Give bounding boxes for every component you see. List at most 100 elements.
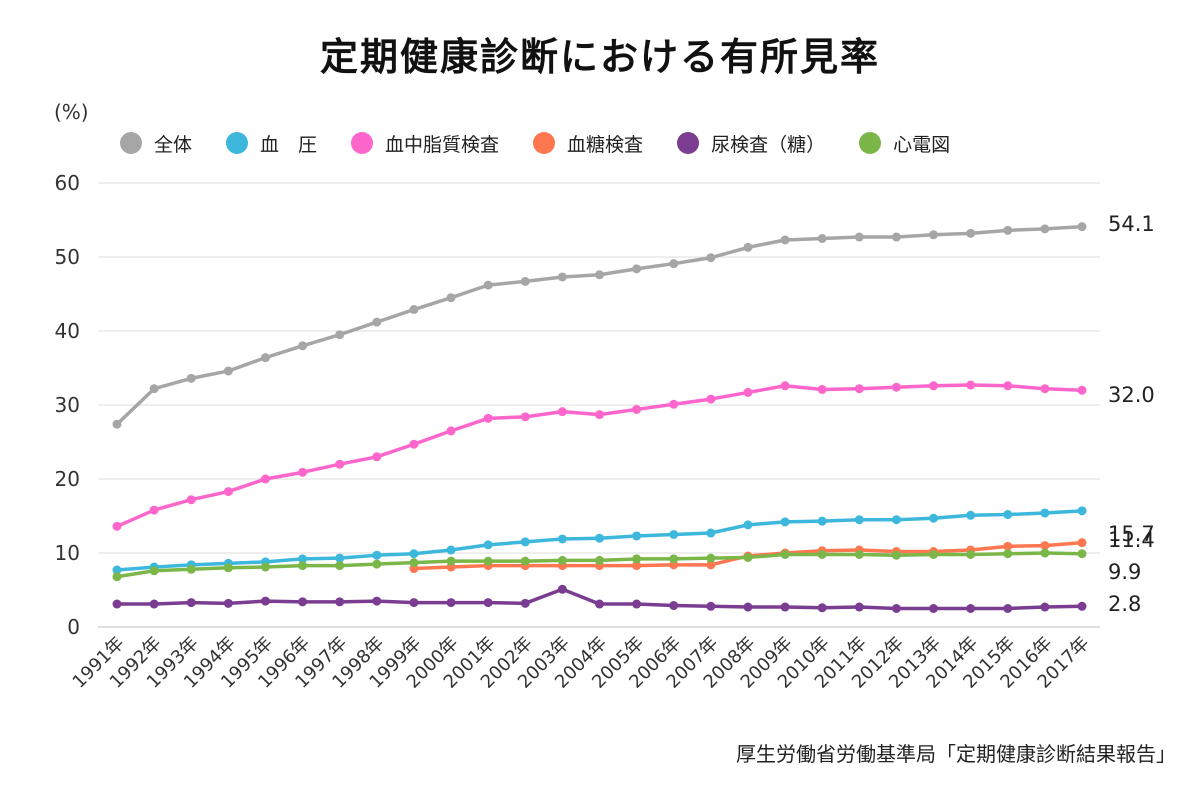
data-point-5 [1003, 549, 1013, 559]
data-point-5 [966, 549, 976, 559]
data-point-4 [409, 598, 419, 608]
data-point-2 [854, 384, 864, 394]
data-point-5 [854, 549, 864, 559]
data-point-1 [446, 545, 456, 555]
data-point-0 [409, 305, 419, 315]
data-point-0 [929, 230, 939, 240]
data-point-2 [669, 399, 679, 409]
data-point-5 [929, 549, 939, 559]
legend-item-total: 全体 [120, 130, 192, 157]
data-point-2 [186, 495, 196, 505]
legend-item-blood-lipids: 血中脂質検査 [351, 130, 499, 157]
data-point-4 [372, 596, 382, 606]
data-point-0 [966, 228, 976, 238]
data-point-1 [557, 534, 567, 544]
y-tick-label: 10 [55, 541, 80, 565]
data-point-2 [966, 380, 976, 390]
legend-label-total: 全体 [154, 133, 193, 156]
data-point-4 [632, 599, 642, 609]
legend-marker-blood-lipids [351, 132, 374, 154]
data-point-1 [372, 550, 382, 560]
series-line-2 [116, 383, 1083, 528]
data-point-1 [1077, 506, 1087, 516]
data-point-2 [335, 459, 345, 469]
data-point-3 [1003, 541, 1013, 551]
legend-label-urine-sugar: 尿検査（糖） [711, 133, 826, 156]
data-point-5 [223, 563, 233, 573]
data-point-1 [112, 565, 122, 575]
data-point-1 [409, 549, 419, 559]
data-point-2 [223, 487, 233, 497]
legend-label-blood-sugar: 血糖検査 [567, 133, 644, 156]
y-tick-label: 60 [55, 171, 80, 195]
data-point-1 [1040, 508, 1050, 518]
data-point-2 [1003, 381, 1013, 391]
data-point-1 [706, 528, 716, 538]
source-note: 厚生労働省労働基準局「定期健康診断結果報告」 [736, 742, 1176, 766]
data-point-4 [186, 598, 196, 608]
data-point-1 [854, 515, 864, 525]
data-point-0 [780, 235, 790, 245]
data-point-0 [1077, 222, 1087, 232]
data-point-5 [669, 554, 679, 564]
data-point-2 [149, 505, 159, 515]
data-point-0 [1040, 224, 1050, 234]
data-point-4 [817, 603, 827, 613]
data-point-0 [632, 264, 642, 274]
data-point-1 [483, 540, 493, 550]
data-point-2 [929, 381, 939, 391]
data-point-2 [372, 452, 382, 462]
data-point-2 [557, 407, 567, 417]
data-point-5 [186, 564, 196, 574]
data-point-5 [743, 552, 753, 562]
y-tick-label: 40 [55, 319, 80, 343]
data-point-0 [669, 259, 679, 269]
legend-marker-ecg [859, 132, 882, 154]
data-point-0 [149, 384, 159, 394]
data-point-1 [632, 531, 642, 541]
data-point-4 [929, 604, 939, 613]
y-tick-label: 0 [67, 615, 80, 639]
data-point-1 [669, 530, 679, 539]
data-point-2 [260, 474, 270, 484]
data-point-0 [483, 280, 493, 290]
end-value-label: 9.9 [1108, 560, 1141, 584]
data-point-4 [520, 598, 530, 608]
data-point-4 [557, 584, 567, 594]
data-point-3 [632, 561, 642, 571]
data-point-0 [891, 232, 901, 242]
data-point-5 [1040, 548, 1050, 558]
data-point-2 [298, 467, 308, 477]
data-point-5 [520, 556, 530, 566]
data-point-1 [1003, 510, 1013, 520]
data-point-4 [446, 598, 456, 608]
data-point-3 [1040, 541, 1050, 551]
data-point-1 [929, 513, 939, 523]
data-point-2 [706, 394, 716, 404]
data-point-2 [446, 426, 456, 436]
data-point-2 [1040, 384, 1050, 394]
data-point-0 [260, 353, 270, 363]
legend-label-blood-pressure: 血 圧 [260, 133, 318, 156]
data-point-1 [891, 515, 901, 525]
data-point-4 [298, 597, 308, 607]
data-point-2 [409, 439, 419, 449]
end-value-label: 2.8 [1108, 592, 1141, 616]
data-point-0 [446, 293, 456, 303]
end-value-label: 15.7 [1108, 522, 1155, 546]
data-point-2 [520, 412, 530, 422]
data-point-1 [780, 517, 790, 527]
data-point-3 [1077, 538, 1087, 548]
end-value-label: 54.1 [1108, 212, 1155, 236]
data-point-1 [966, 510, 976, 520]
data-point-5 [112, 572, 122, 582]
data-point-4 [1077, 601, 1087, 611]
data-point-5 [260, 562, 270, 572]
data-point-4 [743, 602, 753, 612]
data-point-5 [632, 554, 642, 564]
data-point-1 [298, 554, 308, 564]
data-point-2 [743, 387, 753, 397]
data-point-4 [1003, 604, 1013, 613]
end-value-label: 32.0 [1108, 383, 1155, 407]
